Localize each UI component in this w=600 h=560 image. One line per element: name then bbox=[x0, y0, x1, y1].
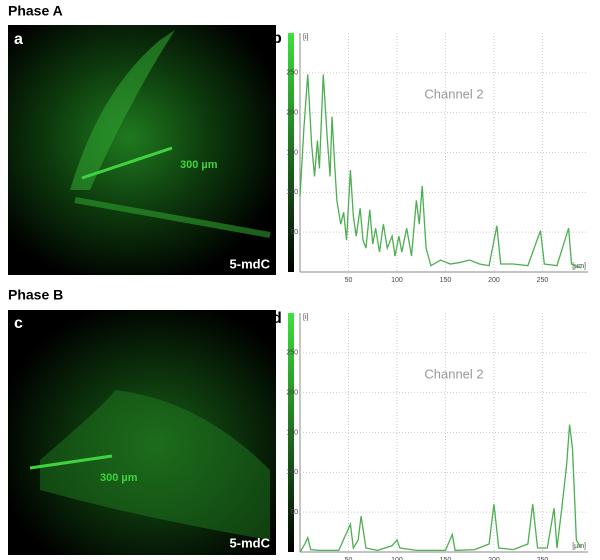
y-tick-label: 200 bbox=[286, 390, 298, 397]
x-tick-label: 150 bbox=[440, 557, 452, 560]
color-bar bbox=[288, 313, 294, 552]
tissue bbox=[74, 197, 271, 238]
section-title: Phase B bbox=[8, 287, 63, 303]
scale-label: 300 µm bbox=[180, 159, 218, 171]
annotation: Channel 2 bbox=[424, 366, 483, 381]
x-tick-label: 100 bbox=[391, 277, 403, 284]
y-axis-label: [i] bbox=[303, 34, 309, 41]
section-title: Phase A bbox=[8, 3, 63, 19]
panel-label: d bbox=[272, 310, 282, 327]
x-tick-label: 150 bbox=[440, 277, 452, 284]
x-tick-label: 250 bbox=[537, 277, 549, 284]
x-tick-label: 50 bbox=[345, 557, 353, 560]
y-tick-label: 150 bbox=[286, 429, 298, 436]
x-tick-label: 250 bbox=[537, 557, 549, 560]
y-axis-label: [i] bbox=[303, 314, 309, 321]
y-tick-label: 100 bbox=[286, 469, 298, 476]
x-axis-label: [µm] bbox=[572, 263, 586, 270]
scale-line bbox=[29, 454, 113, 470]
scale-label: 300 µm bbox=[100, 472, 138, 484]
panel-label: c bbox=[14, 315, 23, 332]
profile-line bbox=[299, 424, 582, 553]
color-bar bbox=[288, 33, 294, 272]
x-tick-label: 200 bbox=[488, 277, 500, 284]
annotation: Channel 2 bbox=[424, 86, 483, 101]
x-tick-label: 50 bbox=[345, 277, 353, 284]
panel-label: a bbox=[14, 31, 23, 48]
stain-label: 5-mdC bbox=[230, 535, 271, 550]
y-tick-label: 100 bbox=[286, 189, 298, 196]
y-tick-label: 150 bbox=[286, 149, 298, 156]
y-tick-label: 50 bbox=[290, 509, 298, 516]
x-tick-label: 100 bbox=[391, 557, 403, 560]
tissue bbox=[40, 390, 270, 540]
profile-line bbox=[299, 74, 582, 269]
x-tick-label: 200 bbox=[488, 557, 500, 560]
panel-label: b bbox=[272, 30, 282, 47]
y-tick-label: 250 bbox=[286, 70, 298, 77]
y-tick-label: 50 bbox=[290, 229, 298, 236]
stain-label: 5-mdC bbox=[230, 256, 271, 271]
y-tick-label: 250 bbox=[286, 350, 298, 357]
y-tick-label: 200 bbox=[286, 110, 298, 117]
tissue bbox=[70, 30, 175, 190]
scale-line bbox=[81, 146, 173, 180]
x-axis-label: [µm] bbox=[572, 543, 586, 550]
